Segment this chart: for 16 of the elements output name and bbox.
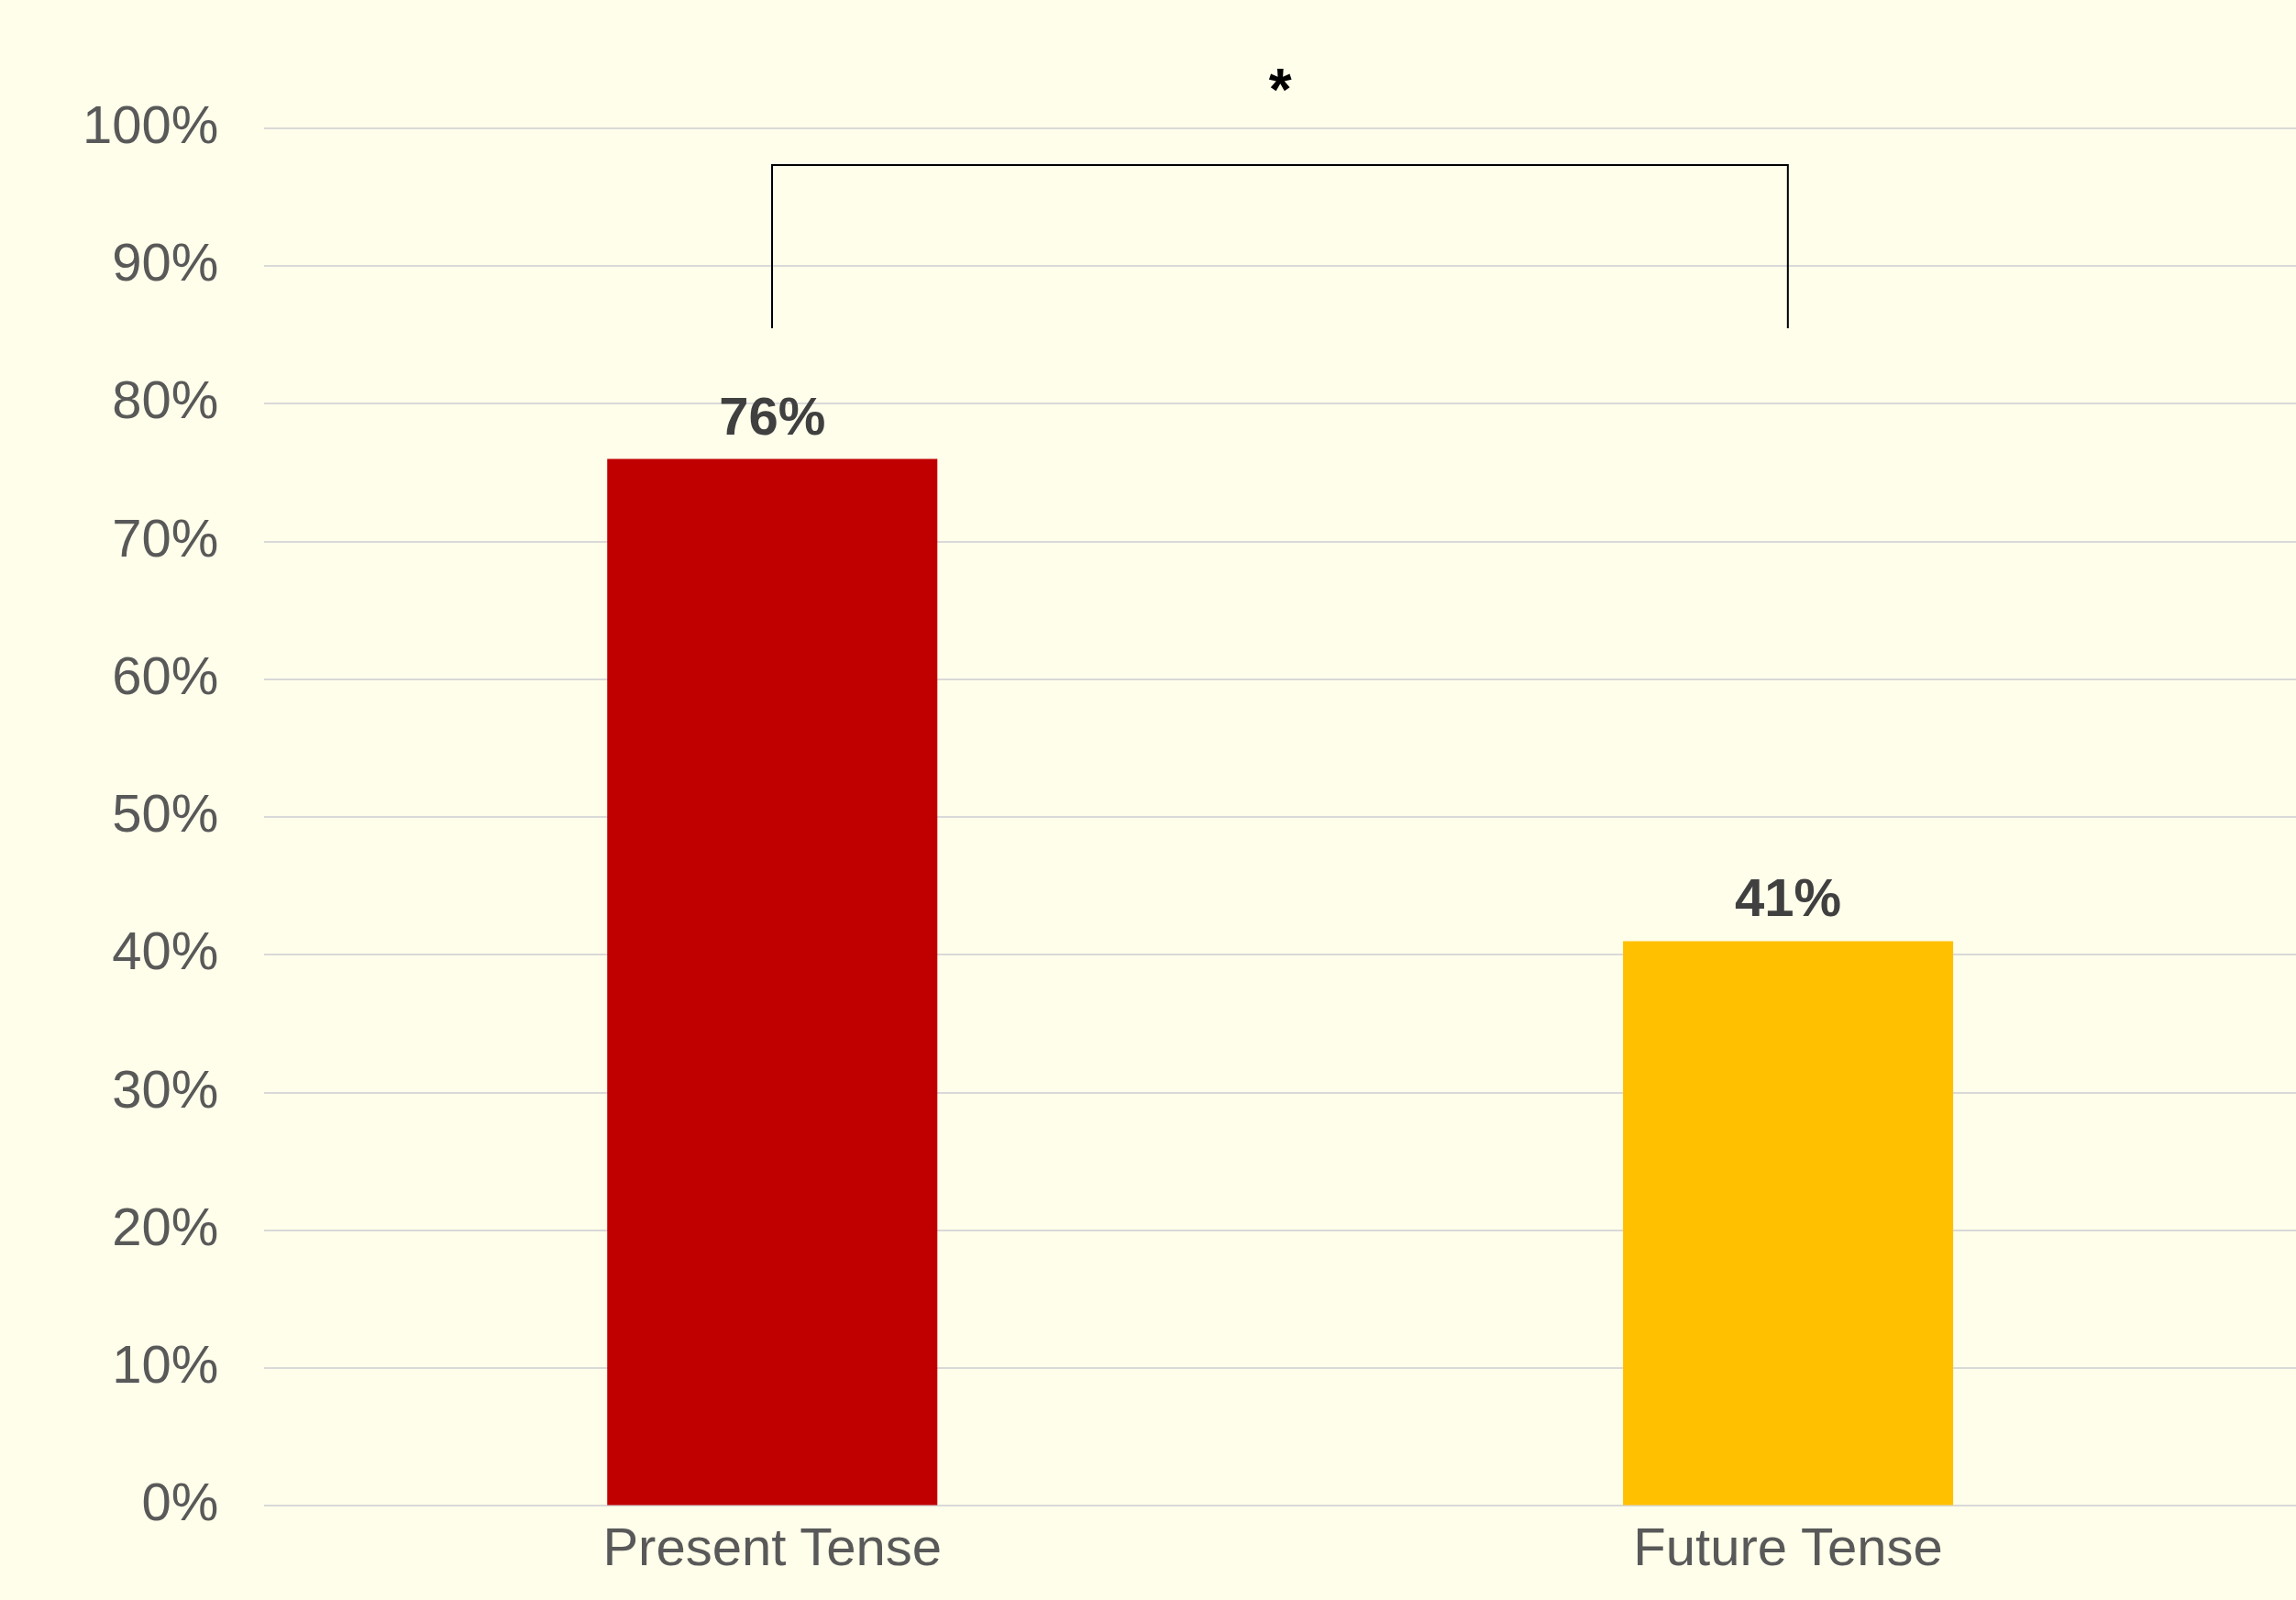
y-tick-label: 60% xyxy=(112,645,219,705)
y-tick-label: 10% xyxy=(112,1334,219,1395)
data-label: 76% xyxy=(719,385,826,446)
x-tick-label: Future Tense xyxy=(1633,1517,1943,1577)
y-tick-label: 80% xyxy=(112,370,219,430)
y-tick-label: 0% xyxy=(141,1472,219,1532)
data-label: 41% xyxy=(1735,867,1842,928)
x-tick-label: Present Tense xyxy=(602,1517,943,1577)
y-tick-label: 100% xyxy=(83,94,219,154)
y-tick-label: 30% xyxy=(112,1058,219,1119)
y-tick-label: 50% xyxy=(112,783,219,844)
y-tick-label: 20% xyxy=(112,1196,219,1256)
y-tick-label: 70% xyxy=(112,507,219,568)
y-tick-label: 90% xyxy=(112,232,219,292)
y-tick-label: 40% xyxy=(112,921,219,981)
text: * xyxy=(1268,57,1292,123)
